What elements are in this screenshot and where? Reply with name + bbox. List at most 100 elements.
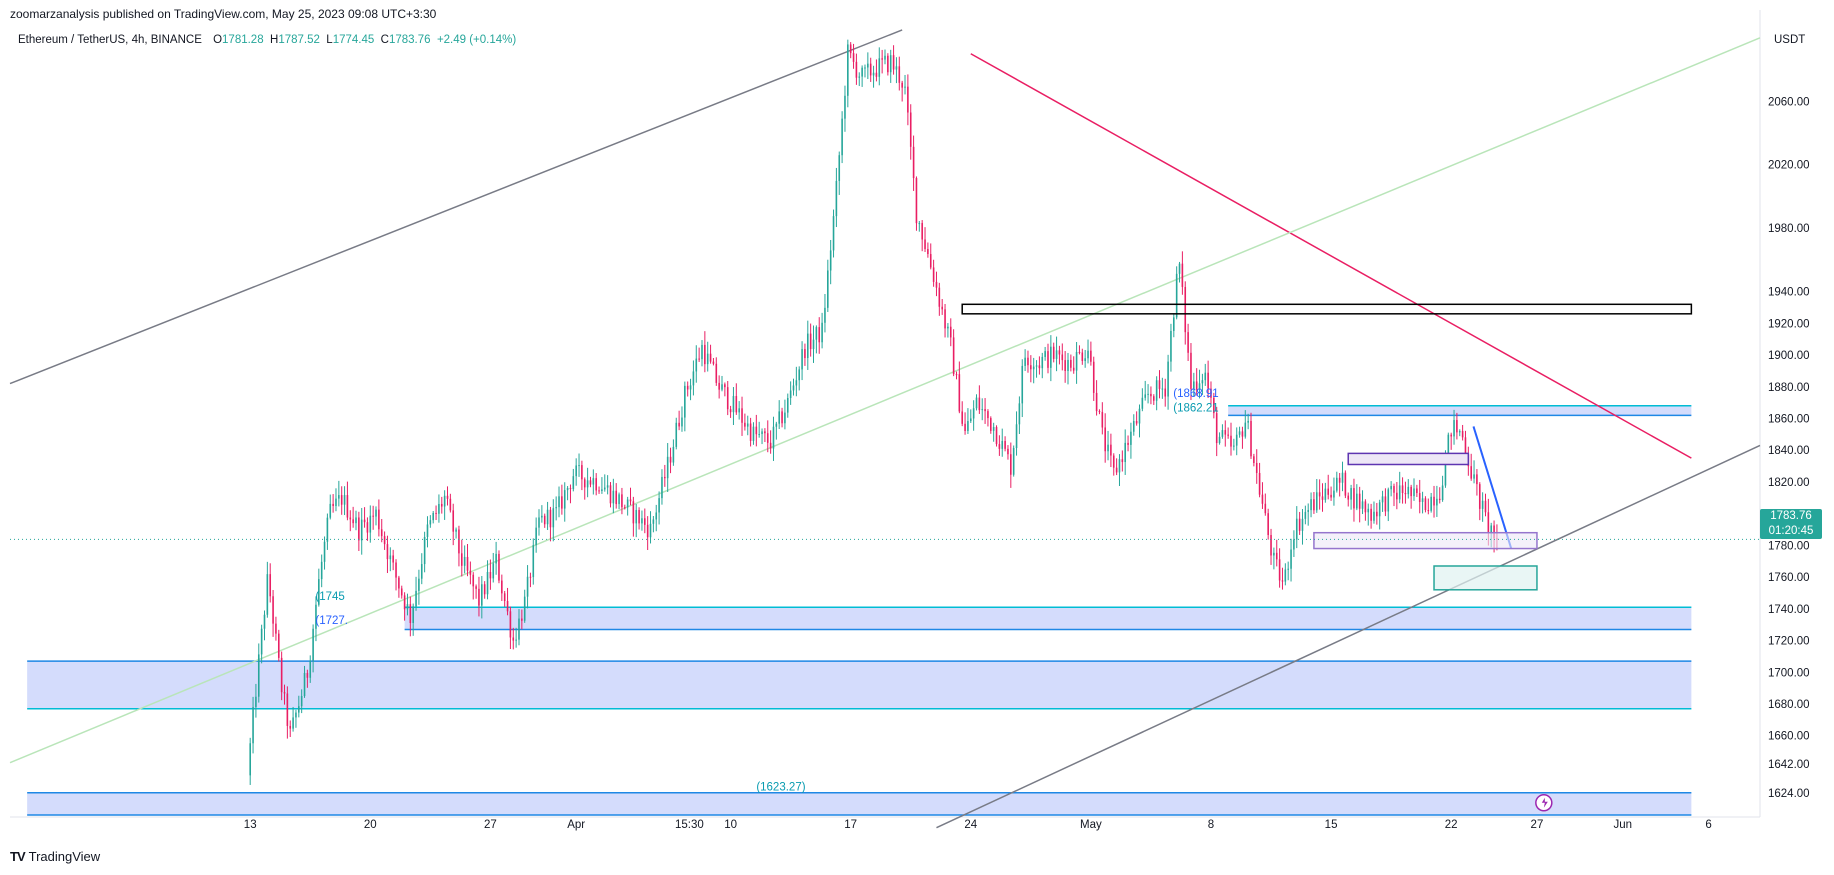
grey-trendline xyxy=(9,29,903,385)
time-tick-label: 15 xyxy=(1325,819,1338,831)
candle-body xyxy=(1438,498,1441,501)
support-zone xyxy=(404,607,1692,630)
candle-body xyxy=(518,618,520,640)
candle-body xyxy=(438,503,440,514)
candle-body xyxy=(1224,430,1227,435)
candle-body xyxy=(1012,448,1015,475)
candle-body xyxy=(1310,499,1312,511)
candle-body xyxy=(581,465,583,480)
time-tick-label: 6 xyxy=(1705,819,1711,831)
candle-body xyxy=(786,398,789,413)
candle-body xyxy=(784,412,786,424)
time-tick-label: 27 xyxy=(484,819,497,831)
candle-body xyxy=(961,411,964,424)
level-annotation: (1745 xyxy=(315,591,344,603)
candle-body xyxy=(955,374,958,376)
candle-body xyxy=(1064,360,1066,372)
candle-body xyxy=(998,444,1001,449)
candle-body xyxy=(972,408,975,419)
candle-body xyxy=(698,358,700,360)
candle-body xyxy=(724,384,726,388)
candle-body xyxy=(618,494,620,505)
candle-body xyxy=(606,485,609,488)
candle-body xyxy=(429,520,432,525)
candle-body xyxy=(1201,380,1204,384)
candle-body xyxy=(309,660,312,678)
candle-body xyxy=(1250,420,1252,457)
candle-body xyxy=(1144,394,1147,398)
candle-body xyxy=(686,385,689,390)
candle-body xyxy=(543,515,546,525)
symbol-name[interactable]: Ethereum / TetherUS, 4h, BINANCE xyxy=(18,34,202,46)
price-chart[interactable]: (1745 (1727. (1868.91 (1862.21 (1623.27) 1624… xyxy=(0,0,1834,845)
candle-body xyxy=(538,517,540,528)
candle-body xyxy=(1167,361,1169,397)
candle-body xyxy=(1175,273,1178,318)
candle-body xyxy=(1407,486,1410,495)
candle-body xyxy=(1456,420,1458,433)
candle-body xyxy=(1107,444,1109,452)
candle-body xyxy=(1253,456,1255,463)
time-tick-label: 20 xyxy=(364,819,377,831)
candle-body xyxy=(569,488,572,490)
candle-body xyxy=(1410,486,1412,497)
price-tick-label: 1700.00 xyxy=(1768,667,1810,679)
candle-body xyxy=(709,353,712,362)
candle-body xyxy=(721,384,723,390)
candle-body xyxy=(289,725,292,729)
footer-brand[interactable]: TV TradingView xyxy=(10,849,100,864)
candle-body xyxy=(260,628,263,655)
candle-body xyxy=(272,596,274,624)
candle-body xyxy=(1181,263,1184,287)
candle-body xyxy=(601,489,603,492)
candle-body xyxy=(941,306,943,310)
candle-body xyxy=(918,223,921,225)
candle-body xyxy=(984,409,986,412)
candle-body xyxy=(1413,488,1415,497)
candle-body xyxy=(535,527,537,546)
candle-body xyxy=(432,512,435,521)
candle-body xyxy=(1032,366,1035,370)
candle-body xyxy=(761,431,763,435)
price-tick-label: 1740.00 xyxy=(1768,604,1810,616)
candle-body xyxy=(529,576,532,578)
candle-body xyxy=(435,512,437,514)
candle-body xyxy=(378,509,380,530)
candle-body xyxy=(300,696,303,707)
candle-body xyxy=(1007,448,1009,455)
candle-body xyxy=(904,86,906,88)
candle-body xyxy=(1450,434,1452,437)
support-zone xyxy=(27,661,1692,709)
candle-body xyxy=(1141,397,1144,409)
candle-body xyxy=(478,588,480,606)
candle-body xyxy=(1493,525,1495,539)
candle-body xyxy=(400,588,403,596)
candle-body xyxy=(632,501,635,524)
candle-body xyxy=(1464,437,1467,455)
candle-body xyxy=(1321,496,1324,500)
high-label: H xyxy=(270,34,279,46)
candle-body xyxy=(1118,459,1121,473)
candle-body xyxy=(1264,503,1267,514)
candle-body xyxy=(646,524,649,538)
candle-body xyxy=(738,408,740,413)
candle-body xyxy=(672,446,675,463)
candle-body xyxy=(1304,511,1307,519)
candle-body xyxy=(329,503,332,518)
candle-body xyxy=(338,495,340,499)
candle-body xyxy=(666,456,669,479)
candle-body xyxy=(495,553,497,564)
candle-body xyxy=(1110,444,1112,456)
candle-body xyxy=(1195,381,1198,390)
price-tick-label: 2060.00 xyxy=(1768,96,1810,108)
time-tick-label: 17 xyxy=(844,819,857,831)
candle-body xyxy=(1295,518,1298,540)
candle-body xyxy=(675,422,678,447)
candle-body xyxy=(1287,568,1289,570)
candle-body xyxy=(889,55,892,73)
candle-body xyxy=(472,574,475,587)
candle-body xyxy=(443,495,446,507)
candle-body xyxy=(489,571,492,579)
symbol-legend: Ethereum / TetherUS, 4h, BINANCE O1781.2… xyxy=(18,34,516,46)
candle-body xyxy=(692,371,695,386)
